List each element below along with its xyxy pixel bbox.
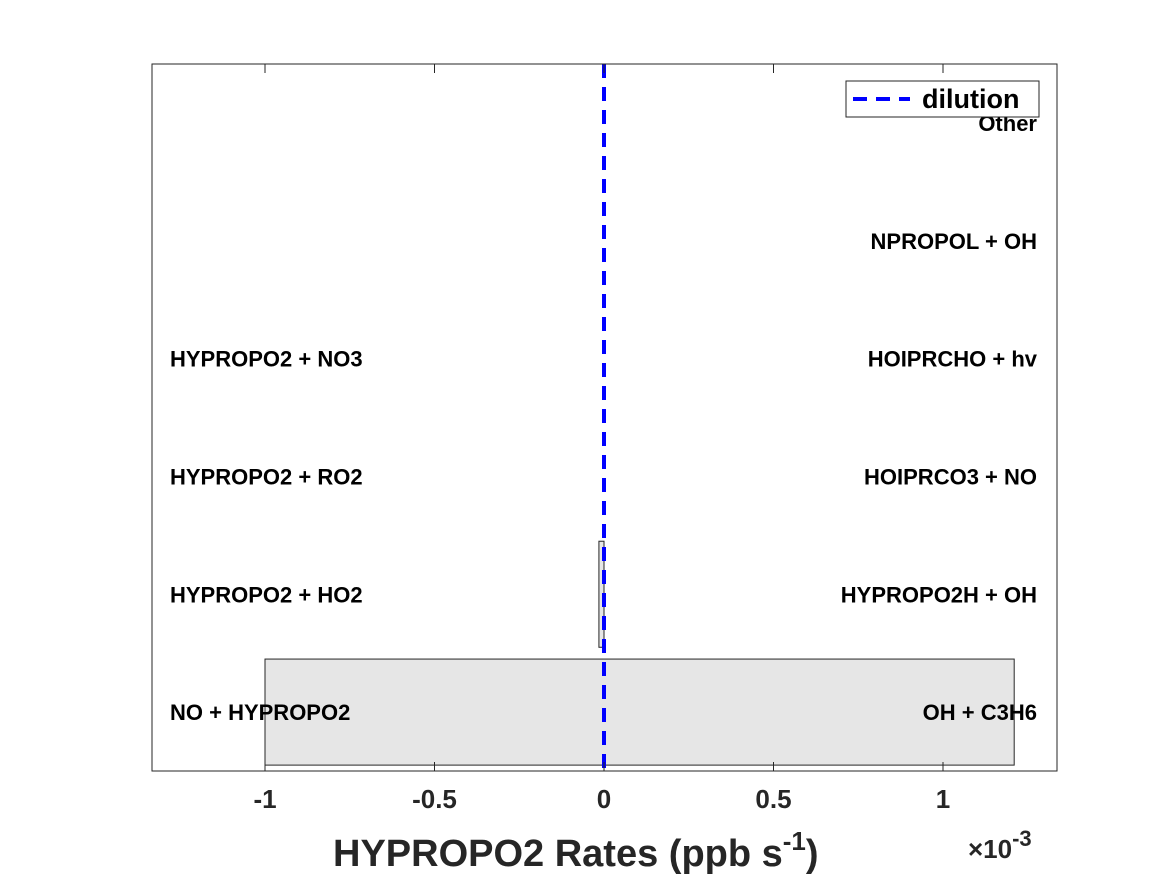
- bars-layer: [264, 540, 1015, 766]
- x-axis-title-main: HYPROPO2 Rates (ppb s: [333, 833, 783, 875]
- reaction-labels-layer: OH + C3H6 HYPROPO2H + OH HOIPRCO3 + NO HOIP…: [170, 111, 1038, 725]
- x-axis-title-close: ): [806, 833, 819, 875]
- ticks-layer: -1 -0.5 0 0.5 1: [253, 64, 950, 814]
- bar-row-0: [264, 658, 1015, 766]
- loss-label: HYPROPO2 + RO2: [170, 464, 363, 489]
- production-label: HOIPRCHO + hv: [868, 347, 1038, 372]
- x-axis-exponent-base: ×10: [968, 834, 1012, 864]
- production-label: OH + C3H6: [923, 700, 1037, 725]
- production-label: HOIPRCO3 + NO: [864, 464, 1037, 489]
- legend-dilution-label: dilution: [922, 84, 1019, 114]
- x-tick-label: 1: [936, 784, 950, 814]
- legend: dilution: [845, 80, 1040, 118]
- x-tick-label: 0: [597, 784, 611, 814]
- x-axis-exponent: ×10-3: [968, 826, 1032, 864]
- loss-label: NO + HYPROPO2: [170, 700, 350, 725]
- x-tick-label: 0.5: [755, 784, 791, 814]
- x-axis-exponent-power: -3: [1012, 826, 1032, 851]
- loss-label: HYPROPO2 + HO2: [170, 582, 363, 607]
- x-tick-label: -1: [253, 784, 276, 814]
- loss-label: HYPROPO2 + NO3: [170, 347, 363, 372]
- production-label: HYPROPO2H + OH: [841, 582, 1037, 607]
- x-axis-title-sup: -1: [783, 826, 806, 856]
- x-axis-title: HYPROPO2 Rates (ppb s-1): [333, 826, 819, 875]
- production-label: NPROPOL + OH: [871, 229, 1037, 254]
- x-tick-label: -0.5: [412, 784, 457, 814]
